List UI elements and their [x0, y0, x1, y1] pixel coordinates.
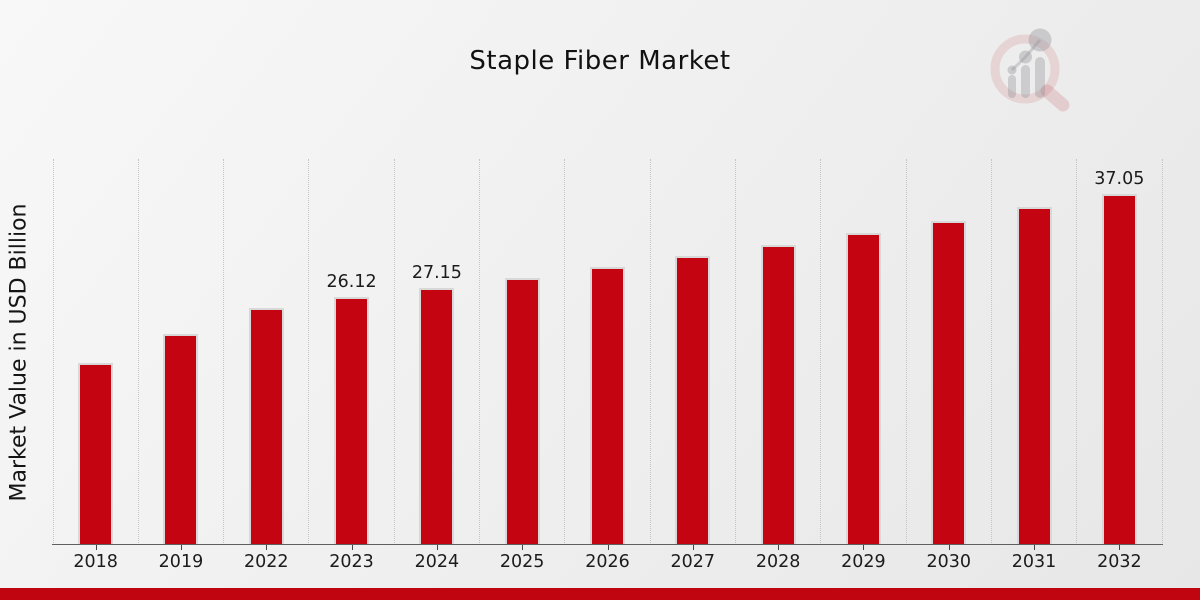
- bar-2019: [163, 334, 199, 545]
- bar-2032: [1101, 194, 1137, 545]
- bar-2018: [78, 363, 114, 545]
- bar-value-label-2024: 27.15: [411, 263, 462, 283]
- y-axis-label: Market Value in USD Billion: [6, 202, 32, 502]
- x-axis-tick: [1034, 545, 1036, 550]
- bar-2024: [419, 288, 455, 545]
- grid-line: [308, 159, 310, 545]
- bar-2031: [1016, 207, 1052, 545]
- x-tick-label-2018: 2018: [73, 552, 118, 572]
- x-axis-tick: [522, 545, 524, 550]
- grid-line: [564, 159, 566, 545]
- chart-title: Staple Fiber Market: [469, 46, 731, 76]
- x-axis-tick: [692, 545, 694, 550]
- bar-value-label-2032: 37.05: [1094, 169, 1145, 189]
- x-axis-line: [52, 544, 1163, 545]
- grid-line: [1076, 159, 1078, 545]
- bar-2023: [334, 297, 370, 545]
- brand-watermark-icon: [990, 28, 1070, 112]
- x-axis-tick: [266, 545, 268, 550]
- grid-line: [137, 159, 139, 545]
- plot-area: 2018 2019 2022 26.12 2023 27.15 2024 2025 2026 20…: [52, 159, 1163, 572]
- x-axis-tick: [948, 545, 950, 550]
- bar-2028: [760, 245, 796, 545]
- x-axis-tick: [180, 545, 182, 550]
- x-axis-tick: [1119, 545, 1121, 550]
- bar-value-label-2023: 26.12: [326, 272, 377, 292]
- bar-2029: [845, 233, 881, 545]
- footer-accent-bar: [0, 588, 1200, 600]
- x-tick-label-2030: 2030: [926, 552, 971, 572]
- grid-line: [52, 159, 54, 545]
- x-tick-label-2019: 2019: [158, 552, 204, 572]
- x-axis-tick: [607, 545, 609, 550]
- grid-line: [820, 159, 822, 545]
- x-tick-label-2029: 2029: [841, 552, 886, 572]
- grid-line: [223, 159, 225, 545]
- grid-line: [734, 159, 736, 545]
- x-tick-label-2027: 2027: [670, 552, 716, 572]
- x-axis-tick: [95, 545, 97, 550]
- x-tick-label-2028: 2028: [755, 552, 801, 572]
- x-axis-tick: [863, 545, 865, 550]
- grid-line: [1161, 159, 1163, 545]
- x-axis-tick: [436, 545, 438, 550]
- x-tick-label-2023: 2023: [329, 552, 374, 572]
- x-tick-label-2025: 2025: [499, 552, 545, 572]
- grid-line: [393, 159, 395, 545]
- x-tick-label-2026: 2026: [585, 552, 630, 572]
- bar-2026: [590, 267, 625, 545]
- x-axis-tick: [778, 545, 780, 550]
- bar-2022: [248, 308, 284, 545]
- grid-line: [905, 159, 907, 545]
- grid-line: [990, 159, 992, 545]
- bar-2027: [675, 256, 711, 545]
- grid-line: [479, 159, 481, 545]
- bar-2025: [504, 278, 540, 545]
- x-axis-tick: [351, 545, 353, 550]
- x-tick-label-2031: 2031: [1011, 552, 1057, 572]
- x-tick-label-2022: 2022: [243, 552, 289, 572]
- x-tick-label-2024: 2024: [414, 552, 460, 572]
- grid-line: [649, 159, 651, 545]
- x-tick-label-2032: 2032: [1097, 552, 1142, 572]
- bar-2030: [931, 221, 967, 545]
